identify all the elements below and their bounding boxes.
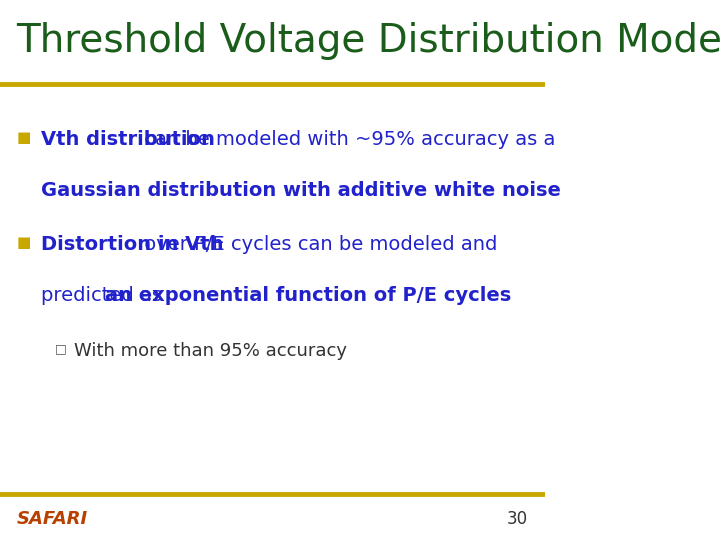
Text: □: □ xyxy=(55,342,66,355)
Text: ■: ■ xyxy=(17,130,31,145)
Text: SAFARI: SAFARI xyxy=(17,510,88,528)
Text: predicted as: predicted as xyxy=(41,286,168,305)
Text: can be modeled with ~95% accuracy as a: can be modeled with ~95% accuracy as a xyxy=(138,130,555,148)
Text: With more than 95% accuracy: With more than 95% accuracy xyxy=(73,342,346,360)
Text: 30: 30 xyxy=(507,510,528,528)
Text: ■: ■ xyxy=(17,235,31,250)
Text: over P/E cycles can be modeled and: over P/E cycles can be modeled and xyxy=(138,235,497,254)
Text: Vth distribution: Vth distribution xyxy=(41,130,215,148)
Text: an exponential function of P/E cycles: an exponential function of P/E cycles xyxy=(105,286,511,305)
Text: Threshold Voltage Distribution Model: Threshold Voltage Distribution Model xyxy=(17,22,720,59)
Text: Gaussian distribution with additive white noise: Gaussian distribution with additive whit… xyxy=(41,181,561,200)
Text: Distortion in Vth: Distortion in Vth xyxy=(41,235,223,254)
